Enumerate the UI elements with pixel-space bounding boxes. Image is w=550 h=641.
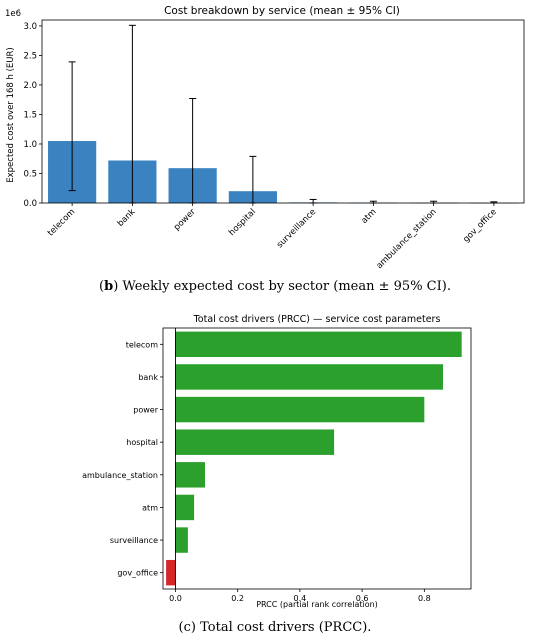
chart2-bar-ambulance_station [175, 462, 205, 488]
chart2-bar-telecom [175, 331, 462, 358]
chart1-ytick-label: 1.5 [23, 110, 37, 120]
chart1-ytick-label: 0.0 [23, 199, 37, 209]
chart1-ytick-label: 0.5 [23, 169, 37, 179]
chart2-ytick-label-hospital: hospital [126, 438, 158, 447]
caption-c-text: Total cost drivers (PRCC). [195, 620, 372, 635]
chart2-bar-power [175, 396, 425, 423]
chart1-xtick-label-power: power [172, 207, 198, 233]
chart2-bar-atm [175, 494, 195, 521]
chart2-bar-bank [175, 364, 443, 390]
caption-b-text: Weekly expected cost by sector (mean ± 9… [118, 279, 451, 294]
chart1-xtick-label-gov_office: gov_office [461, 207, 499, 245]
chart1-xtick-label-surveillance: surveillance [275, 207, 318, 250]
chart2-xtick-label: 0.4 [294, 594, 307, 603]
chart2-ytick-label-atm: atm [142, 503, 158, 512]
chart2-xlabel: PRCC (partial rank correlation) [256, 600, 378, 609]
chart2-ytick-label-gov_office: gov_office [117, 569, 158, 578]
chart1-ytick-label: 1.0 [23, 140, 37, 150]
chart1-xtick-label-hospital: hospital [227, 207, 258, 238]
chart1-xtick-label-telecom: telecom [46, 207, 77, 238]
chart1-ylabel: Expected cost over 168 h (EUR) [6, 47, 16, 183]
chart2-bar-gov_office [166, 559, 176, 586]
chart1-ytick-label: 2.0 [23, 81, 37, 91]
caption-b: (b) Weekly expected cost by sector (mean… [99, 279, 451, 294]
caption-c-label: c [183, 620, 191, 635]
chart2-ytick-label-telecom: telecom [126, 340, 158, 349]
chart2-ytick-label-bank: bank [138, 373, 158, 382]
cost-breakdown-chart: Cost breakdown by service (mean ± 95% CI… [5, 5, 525, 271]
chart1-xtick-label-ambulance_station: ambulance_station [375, 207, 439, 271]
chart1-xtick-label-bank: bank [116, 207, 138, 229]
chart2-xtick-label: 0.2 [231, 594, 244, 603]
caption-c: (c) Total cost drivers (PRCC). [178, 620, 372, 635]
chart2-xtick-label: 0.6 [356, 594, 369, 603]
chart1-ytick-label: 2.5 [23, 51, 37, 61]
chart2-xtick-label: 0.8 [418, 594, 431, 603]
chart2-title: Total cost drivers (PRCC) — service cost… [193, 314, 441, 325]
chart1-title: Cost breakdown by service (mean ± 95% CI… [164, 5, 400, 17]
chart2-ytick-label-surveillance: surveillance [110, 536, 158, 545]
chart2-ytick-label-ambulance_station: ambulance_station [82, 471, 158, 480]
prcc-drivers-chart: Total cost drivers (PRCC) — service cost… [82, 314, 472, 609]
chart2-plot-frame [162, 327, 472, 590]
chart1-xtick-label-atm: atm [360, 207, 379, 226]
chart1-plot-frame [41, 19, 525, 204]
caption-b-label: b [104, 279, 114, 294]
chart2-bar-surveillance [175, 527, 188, 553]
chart2-bar-hospital [175, 429, 335, 455]
chart1-y-offset: 1e6 [5, 9, 21, 19]
chart2-xtick-label: 0.0 [169, 594, 182, 603]
chart1-ytick-label: 3.0 [23, 22, 37, 32]
chart2-ytick-label-power: power [133, 406, 158, 415]
